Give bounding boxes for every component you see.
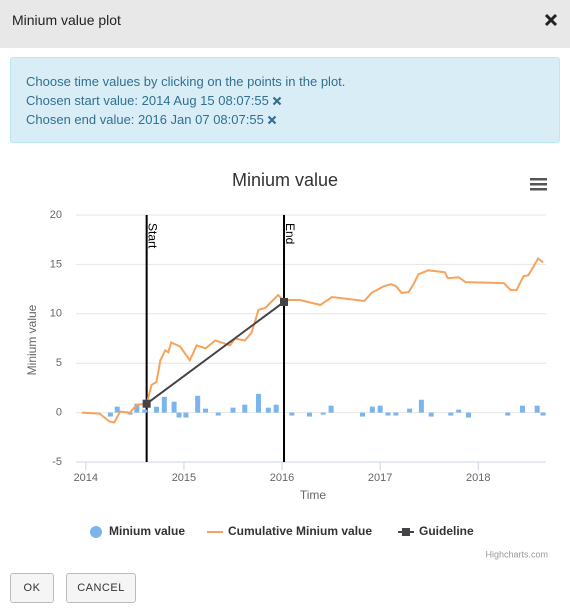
column	[448, 412, 454, 416]
clear-end[interactable]	[267, 115, 277, 125]
column	[320, 412, 326, 415]
y-tick-label: 5	[56, 357, 62, 369]
column	[256, 393, 262, 413]
legend-item[interactable]: Guideline	[398, 524, 474, 538]
column	[418, 399, 424, 413]
column	[171, 401, 177, 413]
column	[176, 412, 182, 418]
cumulative-line	[81, 256, 544, 424]
column	[230, 407, 236, 413]
chart: Minium value Minium value Time Highchart…	[25, 170, 548, 560]
y-tick-label: 20	[50, 209, 62, 221]
instruction: Choose time values by clicking on the po…	[26, 74, 346, 89]
column	[134, 403, 140, 413]
legend-item[interactable]: Cumulative Minium value	[207, 524, 372, 538]
dialog-header: Minium value plot	[0, 0, 570, 48]
column	[369, 406, 375, 413]
x-tick-label: 2016	[270, 472, 294, 484]
close-button[interactable]	[544, 13, 558, 27]
guideline	[146, 301, 285, 405]
legend-label: Cumulative Minium value	[228, 524, 372, 538]
legend-label: Guideline	[419, 524, 474, 538]
x-tick-label: 2014	[74, 472, 98, 484]
column	[203, 408, 209, 413]
cancel-button[interactable]: CANCEL	[66, 573, 136, 603]
column	[161, 396, 167, 413]
column	[519, 405, 525, 413]
column	[107, 412, 113, 417]
chart-title: Minium value	[232, 170, 338, 190]
column	[195, 395, 201, 413]
plot-line-label: Start	[145, 223, 159, 249]
credits[interactable]: Highcharts.com	[485, 549, 548, 559]
start-value: Chosen start value: 2014 Aug 15 08:07:55	[26, 93, 282, 108]
dialog-title: Minium value plot	[12, 12, 121, 28]
y-tick-label: 0	[56, 407, 62, 419]
legend-item[interactable]: Minium value	[90, 524, 185, 538]
guideline-point[interactable]	[142, 399, 151, 408]
x-tick-label: 2018	[466, 472, 490, 484]
end-text: Chosen end value: 2016 Jan 07 08:07:55	[26, 112, 264, 127]
column	[183, 412, 189, 418]
y-tick-label: 10	[50, 308, 62, 320]
x-tick-label: 2015	[172, 472, 196, 484]
column	[428, 412, 434, 417]
end-value: Chosen end value: 2016 Jan 07 08:07:55	[26, 112, 277, 127]
column	[534, 405, 540, 413]
column	[265, 407, 271, 413]
plot-line-label: End	[283, 223, 297, 244]
column	[289, 412, 295, 416]
column	[360, 412, 366, 417]
x-axis-label: Time	[300, 488, 327, 502]
column	[114, 406, 120, 413]
menu-button[interactable]	[530, 178, 547, 191]
column	[307, 412, 313, 417]
column	[407, 408, 413, 413]
y-tick-label: -5	[52, 456, 62, 468]
guideline-point[interactable]	[280, 297, 289, 306]
column	[540, 412, 546, 416]
column	[242, 404, 248, 413]
y-axis-label: Minium value	[25, 304, 39, 375]
column	[465, 412, 471, 418]
y-tick-label: 15	[50, 258, 62, 270]
x-tick-label: 2017	[368, 472, 392, 484]
column	[273, 404, 279, 413]
column	[393, 412, 399, 416]
legend-symbol	[90, 526, 102, 538]
info-box: Choose time values by clicking on the po…	[10, 57, 560, 143]
start-text: Chosen start value: 2014 Aug 15 08:07:55	[26, 93, 269, 108]
column	[456, 409, 462, 413]
column	[328, 405, 334, 413]
column	[215, 412, 221, 416]
column	[153, 406, 159, 413]
column	[377, 405, 383, 413]
clear-start[interactable]	[272, 96, 282, 106]
legend-label: Minium value	[109, 524, 185, 538]
column	[385, 412, 391, 416]
column	[505, 412, 511, 416]
legend-symbol	[402, 528, 410, 536]
column	[142, 409, 148, 413]
ok-button[interactable]: OK	[10, 573, 54, 603]
